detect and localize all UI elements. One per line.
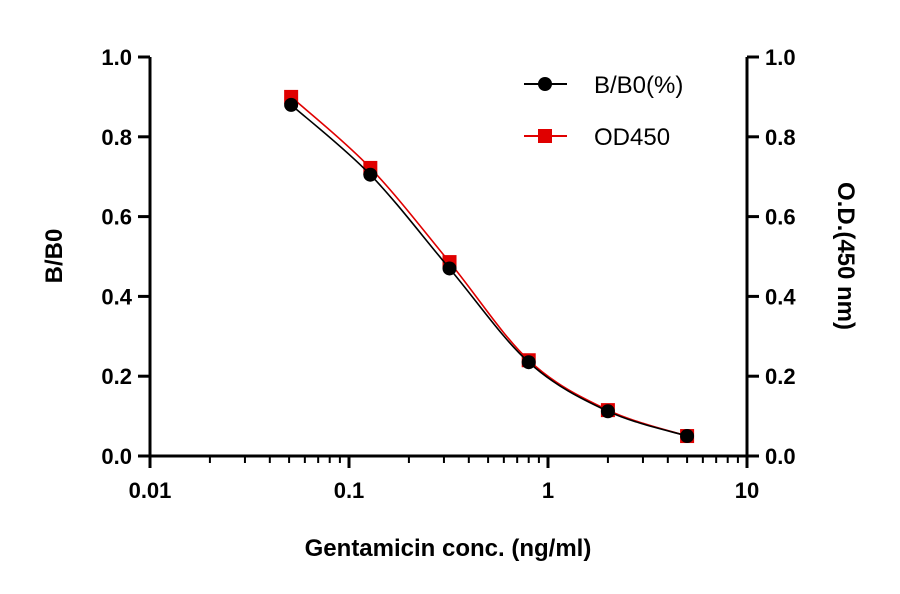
y2-axis-label: O.D.(450 nm)	[832, 182, 859, 330]
legend-marker-circle	[538, 77, 552, 91]
y2-tick-label: 0.6	[765, 205, 796, 230]
x-tick-label: 0.01	[129, 478, 172, 503]
y-tick-label: 0.2	[101, 364, 132, 389]
y-tick-label: 0.6	[101, 205, 132, 230]
x-tick-label: 1	[542, 478, 554, 503]
y2-tick-label: 1.0	[765, 45, 796, 70]
legend: B/B0(%) OD450	[524, 72, 683, 151]
y2-tick-label: 0.8	[765, 125, 796, 150]
series-line-0	[290, 104, 688, 437]
legend-label: B/B0(%)	[594, 72, 683, 99]
y-axis-label: B/B0	[41, 229, 68, 284]
x-tick-label: 0.1	[334, 478, 365, 503]
y-tick-label: 0.0	[101, 444, 132, 469]
y2-tick-label: 0.0	[765, 444, 796, 469]
data-point-circle	[363, 167, 378, 182]
plot-area	[284, 89, 695, 444]
legend-marker-square	[538, 129, 552, 143]
legend-label: OD450	[594, 124, 670, 151]
y2-tick-label: 0.4	[765, 284, 796, 309]
data-point-circle	[284, 97, 299, 112]
data-point-circle	[680, 429, 695, 444]
y-tick-label: 1.0	[101, 45, 132, 70]
data-point-circle	[442, 261, 457, 276]
axes: 0.01 0.1 1 100.00.20.40.60.81.00.00.20.40.6…	[101, 45, 796, 503]
data-point-circle	[521, 355, 536, 370]
x-tick-label: 10	[735, 478, 759, 503]
data-point-circle	[600, 404, 615, 419]
y2-tick-label: 0.2	[765, 364, 796, 389]
x-axis-label: Gentamicin conc. (ng/ml)	[305, 535, 592, 562]
y-tick-label: 0.8	[101, 125, 132, 150]
y-tick-label: 0.4	[101, 284, 132, 309]
